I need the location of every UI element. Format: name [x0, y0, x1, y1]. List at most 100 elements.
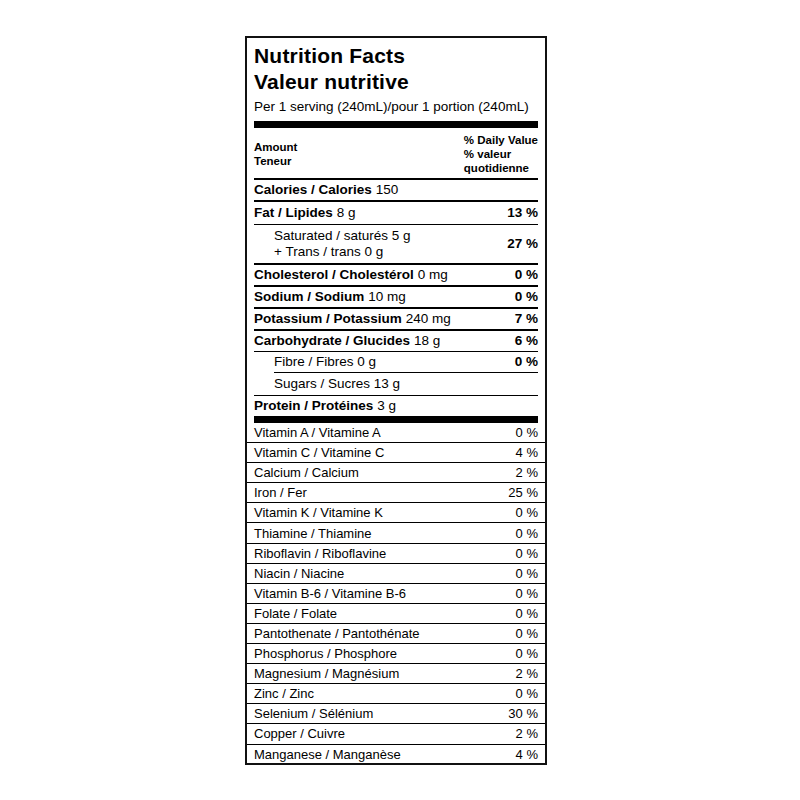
calories-row: Calories / Calories150 — [247, 180, 545, 200]
sodium-daily-value: 0 % — [515, 289, 538, 305]
carbohydrate-text: Carbohydrate / Glucides18 g — [254, 333, 440, 349]
micronutrient-name: Phosphorus / Phosphore — [254, 646, 397, 661]
cholesterol-text: Cholesterol / Cholestérol 0 mg — [254, 267, 448, 283]
protein-row: Protein / Protéines 3 g — [247, 396, 545, 416]
column-header-row: Amount Teneur % Daily Value % valeur quo… — [247, 128, 545, 178]
micronutrient-value: 0 % — [516, 646, 538, 661]
cholesterol-amount: 0 mg — [418, 267, 448, 282]
carbohydrate-daily-value: 6 % — [515, 333, 538, 349]
micronutrient-value: 25 % — [508, 485, 538, 500]
divider-thick-top — [254, 121, 538, 128]
micronutrient-name: Vitamin A / Vitamine A — [254, 425, 381, 440]
micronutrient-row-vitamin-a: Vitamin A / Vitamine A 0 % — [247, 423, 545, 443]
micronutrient-value: 0 % — [516, 686, 538, 701]
micronutrient-name: Magnesium / Magnésium — [254, 666, 399, 681]
micronutrient-row-niacin: Niacin / Niacine 0 % — [247, 564, 545, 584]
sodium-row: Sodium / Sodium 10 mg 0 % — [247, 287, 545, 307]
micronutrient-value: 0 % — [516, 606, 538, 621]
divider-thick-bottom — [254, 416, 538, 423]
cholesterol-row: Cholesterol / Cholestérol 0 mg 0 % — [247, 265, 545, 285]
potassium-daily-value: 7 % — [515, 311, 538, 327]
fibre-daily-value: 0 % — [515, 354, 538, 370]
sodium-amount: 10 mg — [368, 289, 406, 304]
potassium-amount: 240 mg — [406, 311, 451, 326]
potassium-text: Potassium / Potassium 240 mg — [254, 311, 451, 327]
micronutrient-value: 0 % — [516, 566, 538, 581]
calories-name: Calories / Calories — [254, 182, 372, 197]
micronutrient-value: 0 % — [516, 546, 538, 561]
calories-text: Calories / Calories150 — [254, 182, 398, 198]
amount-header: Amount Teneur — [254, 140, 297, 168]
sodium-text: Sodium / Sodium 10 mg — [254, 289, 406, 305]
micronutrient-row-vitamin-k: Vitamin K / Vitamine K 0 % — [247, 503, 545, 523]
micronutrient-row-manganese: Manganese / Manganèse 4 % — [247, 745, 545, 765]
micronutrient-name: Pantothenate / Pantothénate — [254, 626, 420, 641]
micronutrient-row-pantothenate: Pantothenate / Pantothénate 0 % — [247, 624, 545, 644]
micronutrient-value: 0 % — [516, 526, 538, 541]
page-background: Nutrition Facts Valeur nutritive Per 1 s… — [0, 0, 800, 800]
potassium-name: Potassium / Potassium — [254, 311, 402, 326]
micronutrient-row-phosphorus: Phosphorus / Phosphore 0 % — [247, 644, 545, 664]
saturated-trans-text: Saturated / saturés 5 g + Trans / trans … — [274, 228, 411, 260]
serving-size-text: Per 1 serving (240mL)/pour 1 portion (24… — [247, 95, 545, 121]
title-english: Nutrition Facts — [254, 43, 538, 69]
potassium-row: Potassium / Potassium 240 mg 7 % — [247, 309, 545, 329]
micronutrient-value: 30 % — [508, 706, 538, 721]
saturated-line: Saturated / saturés 5 g — [274, 228, 411, 244]
micronutrient-name: Manganese / Manganèse — [254, 747, 401, 762]
fibre-row: Fibre / Fibres 0 g 0 % — [247, 352, 545, 372]
title-french: Valeur nutritive — [254, 69, 538, 95]
micronutrient-row-folate: Folate / Folate 0 % — [247, 604, 545, 624]
cholesterol-name: Cholesterol / Cholestérol — [254, 267, 414, 282]
fat-text: Fat / Lipides 8 g — [254, 205, 356, 221]
micronutrient-name: Vitamin C / Vitamine C — [254, 445, 384, 460]
fibre-text: Fibre / Fibres 0 g — [274, 354, 376, 370]
nutrition-facts-label: Nutrition Facts Valeur nutritive Per 1 s… — [245, 36, 547, 765]
protein-text: Protein / Protéines 3 g — [254, 398, 396, 414]
micronutrient-name: Thiamine / Thiamine — [254, 526, 372, 541]
micronutrient-value: 4 % — [516, 445, 538, 460]
sodium-name: Sodium / Sodium — [254, 289, 364, 304]
micronutrient-row-vitamin-b6: Vitamin B-6 / Vitamine B-6 0 % — [247, 584, 545, 604]
daily-value-header-en: % Daily Value — [464, 133, 538, 147]
micronutrient-row-calcium: Calcium / Calcium 2 % — [247, 463, 545, 483]
micronutrient-list: Vitamin A / Vitamine A 0 % Vitamin C / V… — [247, 423, 545, 765]
label-title-block: Nutrition Facts Valeur nutritive — [247, 38, 545, 95]
micronutrient-row-iron: Iron / Fer 25 % — [247, 483, 545, 503]
micronutrient-value: 2 % — [516, 465, 538, 480]
micronutrient-value: 2 % — [516, 666, 538, 681]
fat-daily-value: 13 % — [507, 205, 538, 221]
micronutrient-row-riboflavin: Riboflavin / Riboflavine 0 % — [247, 544, 545, 564]
micronutrient-row-copper: Copper / Cuivre 2 % — [247, 724, 545, 744]
saturated-trans-row: Saturated / saturés 5 g + Trans / trans … — [247, 225, 545, 263]
carbohydrate-name: Carbohydrate / Glucides — [254, 333, 410, 348]
sugars-text: Sugars / Sucres 13 g — [274, 376, 400, 392]
fat-amount: 8 g — [337, 205, 356, 220]
amount-header-fr: Teneur — [254, 154, 297, 168]
micronutrient-name: Vitamin K / Vitamine K — [254, 505, 383, 520]
fat-row: Fat / Lipides 8 g 13 % — [247, 202, 545, 224]
fat-name: Fat / Lipides — [254, 205, 333, 220]
micronutrient-name: Iron / Fer — [254, 485, 307, 500]
micronutrient-name: Selenium / Sélénium — [254, 706, 373, 721]
micronutrient-name: Calcium / Calcium — [254, 465, 359, 480]
micronutrient-name: Copper / Cuivre — [254, 726, 345, 741]
saturated-daily-value: 27 % — [507, 236, 538, 252]
micronutrient-value: 0 % — [516, 586, 538, 601]
daily-value-header: % Daily Value % valeur quotidienne — [464, 133, 538, 175]
micronutrient-row-thiamine: Thiamine / Thiamine 0 % — [247, 523, 545, 543]
micronutrient-name: Riboflavin / Riboflavine — [254, 546, 386, 561]
daily-value-header-fr-line2: quotidienne — [464, 161, 538, 175]
micronutrient-name: Folate / Folate — [254, 606, 337, 621]
protein-amount: 3 g — [377, 398, 396, 413]
micronutrient-value: 4 % — [516, 747, 538, 762]
cholesterol-daily-value: 0 % — [515, 267, 538, 283]
micronutrient-value: 2 % — [516, 726, 538, 741]
protein-name: Protein / Protéines — [254, 398, 373, 413]
micronutrient-name: Zinc / Zinc — [254, 686, 314, 701]
amount-header-en: Amount — [254, 140, 297, 154]
micronutrient-row-vitamin-c: Vitamin C / Vitamine C 4 % — [247, 443, 545, 463]
micronutrient-row-magnesium: Magnesium / Magnésium 2 % — [247, 664, 545, 684]
carbohydrate-row: Carbohydrate / Glucides18 g 6 % — [247, 331, 545, 351]
sugars-row: Sugars / Sucres 13 g — [247, 373, 545, 395]
